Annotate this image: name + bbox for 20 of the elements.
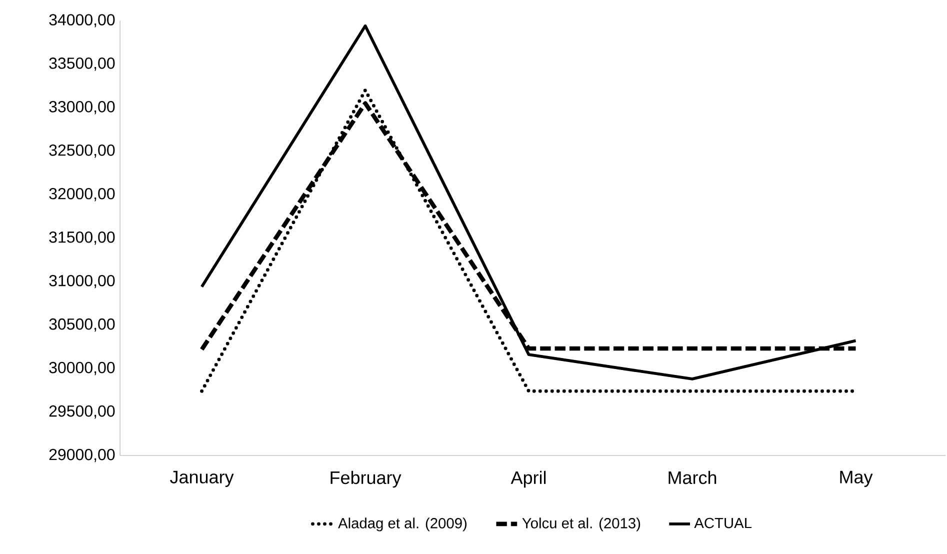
y-tick-label: 32500,00	[49, 144, 115, 158]
y-tick-label: 30000,00	[49, 362, 115, 376]
y-tick-label: 31500,00	[49, 231, 115, 245]
x-tick-label: April	[510, 470, 546, 488]
legend-label: Aladag et al. (2009)	[338, 518, 466, 532]
x-tick-label: May	[840, 470, 873, 487]
legend-label: Yolcu et al. (2013)	[522, 518, 640, 532]
y-tick-label: 31000,00	[49, 274, 115, 288]
x-tick-label: February	[330, 470, 402, 488]
y-tick-label: 29500,00	[49, 405, 115, 419]
x-tick-label: March	[668, 470, 716, 484]
line-series	[200, 24, 858, 380]
y-tick-label: 34000,00	[49, 14, 115, 28]
x-tick-label: January	[170, 470, 234, 487]
y-tick-label: 30500,00	[49, 318, 115, 332]
y-tick-label: 33000,00	[49, 100, 115, 114]
y-tick-label: 32000,00	[49, 188, 115, 202]
y-tick-label: 33500,00	[49, 57, 115, 71]
y-tick-label: 29000,00	[49, 448, 115, 462]
legend-label: ACTUAL	[694, 518, 752, 528]
